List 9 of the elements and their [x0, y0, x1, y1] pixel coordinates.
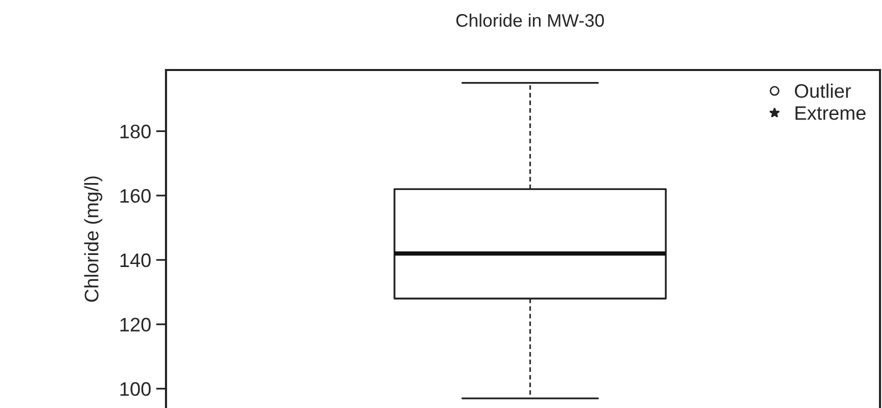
y-tick-label: 140 [120, 253, 151, 268]
y-tick-label: 160 [120, 189, 151, 203]
y-axis-title: Chloride (mg/l) [84, 176, 102, 302]
y-tick-label: 100 [120, 382, 151, 396]
legend-label: Outlier [794, 84, 851, 98]
legend-label: Extreme [796, 106, 866, 120]
chart-title: Chloride in MW-30 [456, 14, 604, 27]
y-tick-label: 180 [120, 124, 151, 138]
y-tick-label: 120 [120, 318, 151, 332]
